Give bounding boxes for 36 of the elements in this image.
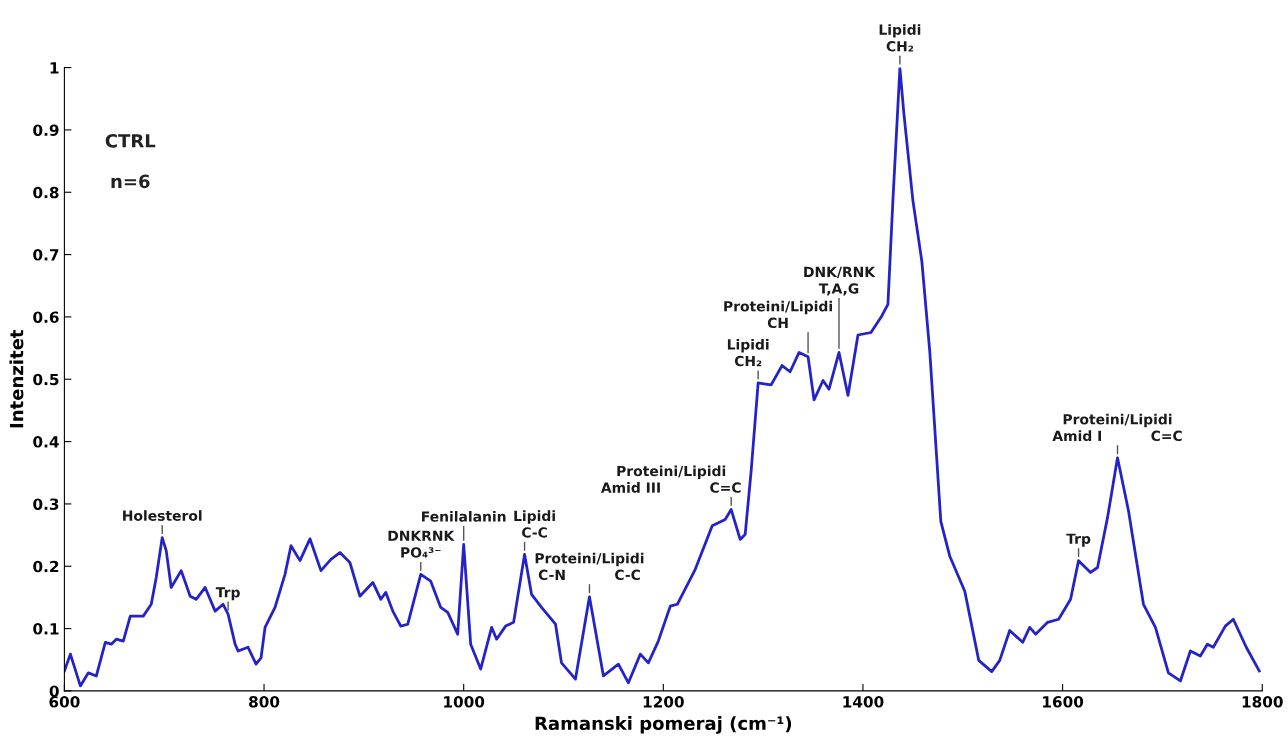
annotation: CTRL xyxy=(105,133,156,148)
annotation: DNK/RNK T,A,G xyxy=(804,266,876,296)
x-tick-label: 1600 xyxy=(1043,696,1084,708)
x-tick-label: 1200 xyxy=(643,696,684,708)
x-tick-label: 600 xyxy=(49,696,80,708)
y-tick-label: 0.5 xyxy=(33,373,59,386)
annotation: Proteini/Lipidi CH xyxy=(724,300,832,329)
y-axis-title: Intenzitet xyxy=(9,329,24,428)
annotation: Lipidi CH₂ xyxy=(879,24,921,52)
annotation: Proteini/Lipidi Amid I C=C xyxy=(1052,413,1182,442)
y-tick-label: 0.4 xyxy=(33,436,59,448)
y-tick-label: 0.8 xyxy=(33,186,59,199)
annotation: DNKRNK PO₄³⁻ xyxy=(388,530,455,558)
x-tick-label: 800 xyxy=(249,696,280,708)
annotation: Holesterol xyxy=(123,510,202,521)
annotation: Trp xyxy=(215,587,240,601)
x-tick-label: 1000 xyxy=(444,696,485,708)
y-tick-label: 0.9 xyxy=(33,124,59,136)
x-tick-label: 1400 xyxy=(843,696,884,708)
y-tick-label: 0 xyxy=(49,685,59,697)
annotation: n=6 xyxy=(111,174,150,189)
x-tick-label: 1800 xyxy=(1242,696,1283,708)
y-tick-label: 0.7 xyxy=(33,249,59,261)
annotation: Proteini/Lipidi C-N C-C xyxy=(535,552,644,581)
y-tick-label: 0.2 xyxy=(33,560,59,573)
annotation: Lipidi CH₂ xyxy=(727,338,769,367)
annotation: Trp xyxy=(1066,533,1091,547)
y-tick-label: 0.6 xyxy=(33,311,59,323)
annotation: Fenilalanin xyxy=(422,511,506,522)
y-tick-label: 0.1 xyxy=(33,623,59,635)
annotation: Proteini/Lipidi Amid III C=C xyxy=(600,465,741,493)
x-axis-title: Ramanski pomeraj (cm⁻¹) xyxy=(535,716,792,734)
annotation: Lipidi C-C xyxy=(514,510,555,538)
y-tick-label: 0.3 xyxy=(33,498,59,510)
line-series xyxy=(64,67,1261,688)
y-tick-label: 1 xyxy=(50,62,59,74)
